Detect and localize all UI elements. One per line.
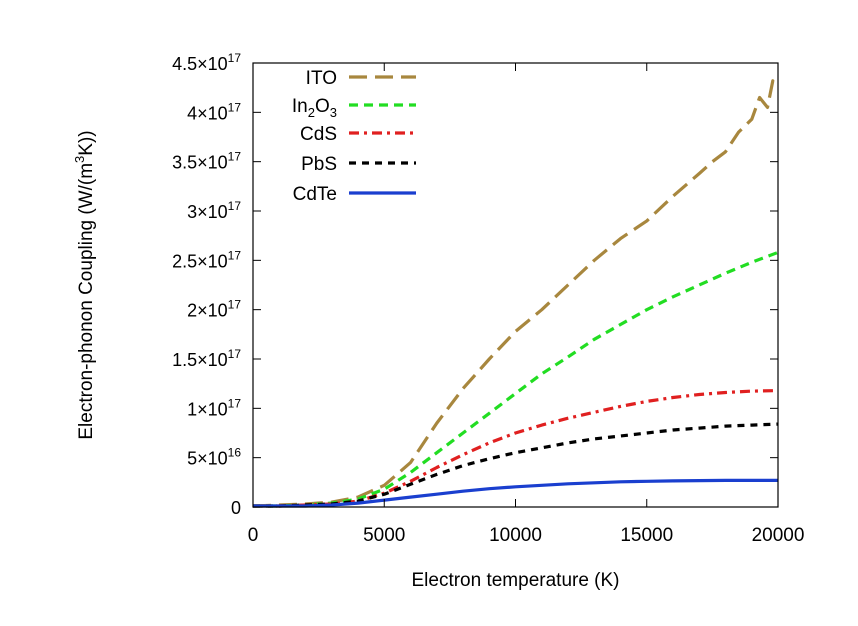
y-tick-label: 3×1017 <box>187 199 241 222</box>
ticks <box>252 62 779 508</box>
y-tick-label: 3.5×1017 <box>172 150 241 173</box>
legend-label: PbS <box>301 154 337 175</box>
y-tick-label: 0 <box>231 498 241 518</box>
legend-label: ITO <box>306 68 337 89</box>
series-line-cdte <box>253 478 778 508</box>
y-axis-title: Electron-phonon Coupling (W/(m3K)) <box>72 130 97 439</box>
y-tick-label: 1×1017 <box>187 396 241 419</box>
series-line-pbs <box>253 422 779 508</box>
x-tick-label: 20000 <box>752 525 805 546</box>
x-tick-label: 5000 <box>363 525 405 546</box>
tick-labels: 0 5000 10000 15000 20000 0 5×1016 1×1017 1.5×101… <box>172 51 804 546</box>
series-line-in2o3 <box>253 250 779 508</box>
legend-label: In2O3 <box>292 96 337 120</box>
x-tick-label: 15000 <box>620 525 673 546</box>
y-tick-label: 2.5×1017 <box>172 248 241 271</box>
y-tick-label: 4.5×1017 <box>172 51 241 74</box>
y-tick-label: 2×1017 <box>187 298 241 321</box>
plot-lines <box>252 79 780 508</box>
series-line-cds <box>253 389 779 508</box>
series-line-ito <box>252 79 780 508</box>
y-tick-label: 4×1017 <box>187 100 241 123</box>
legend-label: CdS <box>300 124 337 145</box>
y-tick-label: 1.5×1017 <box>172 347 241 370</box>
legend: ITO In2O3 CdS PbS CdTe <box>292 68 416 205</box>
y-tick-label: 5×1016 <box>187 446 241 469</box>
x-tick-label: 0 <box>248 525 259 546</box>
x-tick-label: 10000 <box>489 525 542 546</box>
x-axis-title: Electron temperature (K) <box>411 570 619 591</box>
legend-label: CdTe <box>293 184 337 205</box>
